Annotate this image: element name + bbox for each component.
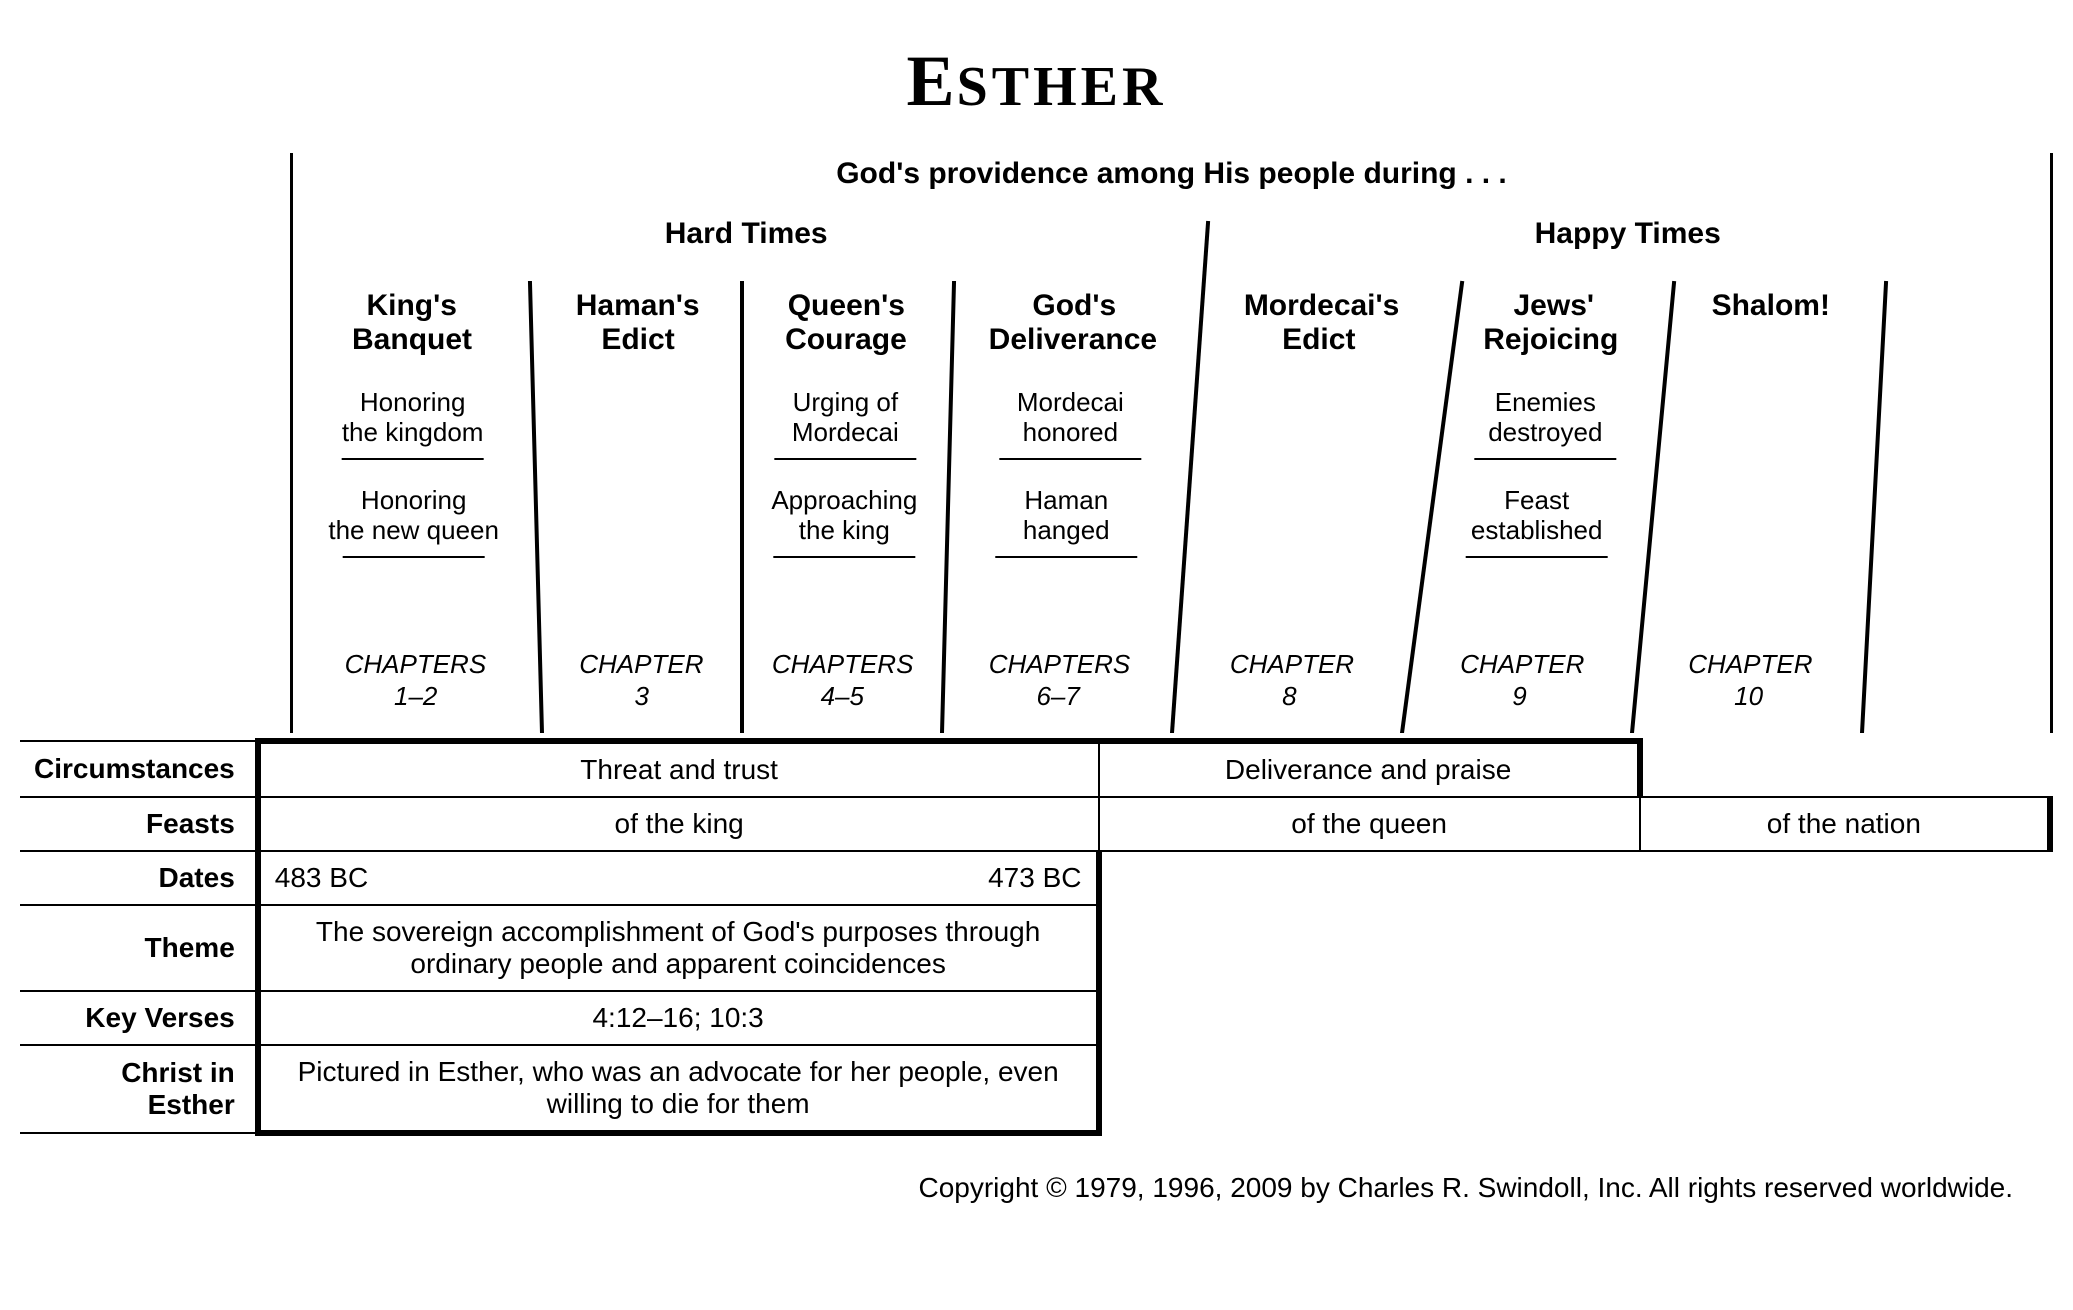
svg-text:Approachingthe king: Approachingthe king — [771, 485, 917, 545]
row-cell: 483 BC473 BC — [258, 851, 1099, 905]
table-row: Key Verses4:12–16; 10:3 — [20, 991, 2050, 1045]
svg-text:Happy Times: Happy Times — [1535, 217, 1721, 250]
row-cell: Threat and trust — [258, 741, 1099, 797]
svg-text:Enemiesdestroyed: Enemiesdestroyed — [1488, 387, 1602, 447]
svg-text:CHAPTER: CHAPTER — [1460, 649, 1584, 679]
row-label: Feasts — [20, 797, 258, 851]
svg-text:Honoringthe kingdom: Honoringthe kingdom — [342, 387, 484, 447]
svg-text:Rejoicing: Rejoicing — [1483, 323, 1618, 356]
svg-text:6–7: 6–7 — [1036, 681, 1081, 711]
svg-text:4–5: 4–5 — [821, 681, 865, 711]
svg-text:Mordecaihonored: Mordecaihonored — [1017, 387, 1124, 447]
table-row: ThemeThe sovereign accomplishment of God… — [20, 905, 2050, 991]
svg-text:Shalom!: Shalom! — [1712, 289, 1830, 322]
table-row: Feastsof the kingof the queenof the nati… — [20, 797, 2050, 851]
esther-chart-page: ESTHER God's providence among His people… — [0, 0, 2073, 1204]
svg-text:Deliverance: Deliverance — [989, 323, 1157, 356]
row-label: Theme — [20, 905, 258, 991]
svg-text:Courage: Courage — [785, 323, 907, 356]
svg-text:Hard Times: Hard Times — [665, 217, 828, 250]
svg-text:CHAPTER: CHAPTER — [579, 649, 703, 679]
svg-text:1–2: 1–2 — [394, 681, 438, 711]
svg-text:Haman's: Haman's — [576, 289, 700, 322]
row-cell: of the king — [258, 797, 1099, 851]
svg-text:8: 8 — [1282, 681, 1297, 711]
row-cell: 4:12–16; 10:3 — [258, 991, 1099, 1045]
row-cell: Pictured in Esther, who was an advocate … — [258, 1045, 1099, 1133]
table-row: CircumstancesThreat and trustDeliverance… — [20, 741, 2050, 797]
row-cell: of the queen — [1099, 797, 1640, 851]
column-diagram-wrap: God's providence among His people during… — [290, 153, 2053, 738]
svg-text:CHAPTERS: CHAPTERS — [989, 649, 1131, 679]
svg-text:King's: King's — [366, 289, 456, 322]
svg-text:Honoringthe new queen: Honoringthe new queen — [328, 485, 499, 545]
svg-text:God's: God's — [1032, 289, 1116, 322]
svg-text:CHAPTER: CHAPTER — [1230, 649, 1354, 679]
chart-layout: God's providence among His people during… — [20, 153, 2053, 738]
svg-text:Hamanhanged: Hamanhanged — [1023, 485, 1110, 545]
svg-text:9: 9 — [1512, 681, 1526, 711]
row-cell: The sovereign accomplishment of God's pu… — [258, 905, 1099, 991]
svg-text:Feastestablished: Feastestablished — [1471, 485, 1603, 545]
row-label: Circumstances — [20, 741, 258, 797]
column-diagram: God's providence among His people during… — [290, 153, 2053, 733]
svg-text:Urging ofMordecai: Urging ofMordecai — [792, 387, 899, 447]
svg-text:10: 10 — [1734, 681, 1763, 711]
copyright-notice: Copyright © 1979, 1996, 2009 by Charles … — [20, 1172, 2053, 1204]
svg-text:Edict: Edict — [1282, 323, 1355, 356]
svg-text:God's providence among His peo: God's providence among His people during… — [836, 157, 1507, 190]
svg-text:CHAPTER: CHAPTER — [1688, 649, 1812, 679]
svg-text:Mordecai's: Mordecai's — [1244, 289, 1400, 322]
row-label: Christ in Esther — [20, 1045, 258, 1133]
svg-text:CHAPTERS: CHAPTERS — [345, 649, 487, 679]
row-label: Key Verses — [20, 991, 258, 1045]
svg-text:Jews': Jews' — [1513, 289, 1594, 322]
title-first-letter: E — [907, 41, 957, 121]
info-table: CircumstancesThreat and trustDeliverance… — [20, 738, 2053, 1136]
svg-text:3: 3 — [634, 681, 649, 711]
table-row: Dates483 BC473 BC — [20, 851, 2050, 905]
svg-text:Queen's: Queen's — [788, 289, 905, 322]
svg-text:Edict: Edict — [601, 323, 674, 356]
svg-text:CHAPTERS: CHAPTERS — [772, 649, 914, 679]
table-row: Christ in EstherPictured in Esther, who … — [20, 1045, 2050, 1133]
row-cell: Deliverance and praise — [1099, 741, 1640, 797]
row-label: Dates — [20, 851, 258, 905]
page-title: ESTHER — [20, 40, 2053, 123]
title-rest: STHER — [957, 56, 1167, 118]
row-cell: of the nation — [1640, 797, 2050, 851]
svg-text:Banquet: Banquet — [352, 323, 472, 356]
